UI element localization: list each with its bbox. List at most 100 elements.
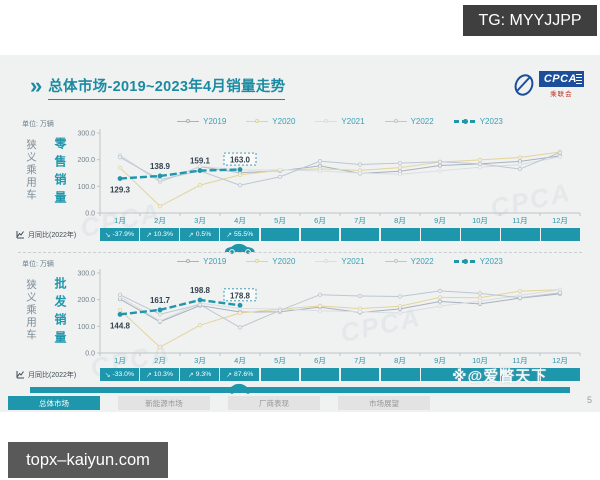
footer-tab-1[interactable]: 总体市场 — [8, 396, 100, 410]
slide-bottom-bar — [30, 387, 570, 393]
legend-label: Y2020 — [272, 256, 296, 266]
yoy-cell-2: ↗ 10.3% — [140, 368, 179, 381]
wholesale-metric-label: 批发销量 — [53, 277, 67, 349]
yoy-cell-7 — [340, 228, 380, 241]
yoy-value: 55.5% — [233, 231, 254, 238]
x-axis-label: 12月 — [552, 356, 568, 365]
car-icon — [225, 243, 255, 255]
yoy-cells: ↘ -37.9% ↗ 10.3% ↗ 0.5% ↗ 55.5% — [100, 228, 580, 241]
x-axis-label: 8月 — [394, 216, 406, 225]
tg-watermark-text: TG: MYYJJPP — [478, 11, 582, 29]
vehicle-category-label: 狭义乘用车 — [25, 139, 37, 202]
yoy-value: -33.0% — [112, 371, 135, 378]
x-axis-label: 11月 — [512, 216, 528, 225]
trend-up-icon: ↗ — [145, 371, 152, 379]
svg-text:161.7: 161.7 — [150, 296, 171, 305]
slide: » 总体市场-2019~2023年4月销量走势 CPCA 乘联会 CPCA CP… — [0, 55, 600, 412]
legend-swatch-icon — [177, 258, 200, 263]
legend-swatch-icon — [384, 258, 407, 263]
yoy-cell-8 — [380, 228, 420, 241]
legend-swatch-icon — [453, 118, 476, 124]
legend-item-y2020: Y2020 — [246, 117, 295, 126]
yoy-cell-12 — [541, 228, 580, 241]
site-watermark-box: topx–kaiyun.com — [8, 442, 168, 478]
yoy-label: 月同比(2022年) — [16, 228, 98, 241]
legend-label: Y2023 — [479, 116, 503, 126]
legend-label: Y2021 — [341, 116, 365, 126]
legend-item-y2021: Y2021 — [315, 256, 365, 266]
yoy-label-text: 月同比(2022年) — [28, 231, 77, 239]
svg-text:163.0: 163.0 — [230, 156, 251, 165]
x-axis-label: 9月 — [434, 356, 446, 365]
x-axis-label: 6月 — [314, 356, 326, 365]
legend-item-y2023: Y2023 — [453, 116, 503, 126]
x-axis-label: 7月 — [354, 356, 366, 365]
x-labels: 1月 2月 3月 4月 5月 6月 7月 8月 9月 10月 11月 12月 — [100, 215, 580, 226]
trend-up-icon: ↗ — [187, 371, 194, 379]
x-axis-label: 12月 — [552, 216, 568, 225]
legend-swatch-icon — [246, 258, 269, 263]
footer-tab-2[interactable]: 新能源市场 — [118, 396, 210, 410]
trend-up-icon: ↗ — [226, 371, 232, 379]
x-axis-label: 5月 — [274, 216, 286, 225]
tg-watermark-box: TG: MYYJJPP — [463, 5, 597, 36]
yoy-cell-3: ↗ 0.5% — [180, 228, 219, 241]
legend-label: Y2019 — [203, 256, 227, 266]
legend-label: Y2019 — [203, 116, 227, 126]
footer-tab-3[interactable]: 厂商表现 — [228, 396, 320, 410]
x-axis-label: 7月 — [354, 216, 366, 225]
x-axis-label: 9月 — [434, 216, 446, 225]
x-axis-label: 5月 — [274, 356, 286, 365]
double-chevron-icon: » — [30, 73, 43, 98]
x-axis-label: 4月 — [234, 356, 246, 365]
legend-item-y2023: Y2023 — [453, 257, 503, 266]
yoy-cell-9 — [421, 368, 460, 381]
legend-swatch-icon — [384, 118, 407, 123]
x-axis-label: 4月 — [234, 216, 246, 225]
yoy-cell-7 — [340, 368, 380, 381]
yoy-cell-1: ↘ -37.9% — [100, 228, 139, 241]
yoy-cells: ↘ -33.0% ↗ 10.3% ↗ 9.3% ↗ 87.6% — [100, 368, 580, 381]
yoy-cell-12 — [541, 368, 580, 381]
trend-up-icon: ↗ — [187, 231, 194, 239]
legend: Y2019 Y2020 Y2021 Y2022 Y2023 — [100, 115, 580, 127]
x-axis-label: 8月 — [394, 356, 406, 365]
x-axis-label: 2月 — [154, 216, 166, 225]
legend-item-y2021: Y2021 — [315, 116, 365, 126]
x-axis-label: 3月 — [194, 216, 206, 225]
yoy-cell-5 — [260, 228, 300, 241]
wholesale-chart-section: 单位: 万辆 狭义乘用车 批发销量 Y2019 Y2020 Y2021 Y2022 Y2… — [0, 255, 600, 405]
yoy-cell-6 — [300, 368, 340, 381]
svg-text:100.0: 100.0 — [77, 184, 95, 191]
svg-text:0.0: 0.0 — [85, 351, 95, 358]
yoy-cell-10 — [461, 368, 500, 381]
trend-down-icon: ↘ — [104, 231, 111, 239]
svg-text:200.0: 200.0 — [77, 297, 95, 304]
section-divider — [18, 252, 582, 253]
site-watermark-text: topx–kaiyun.com — [26, 450, 150, 469]
x-axis-label: 10月 — [472, 356, 488, 365]
yoy-value: 87.6% — [233, 371, 254, 378]
legend: Y2019 Y2020 Y2021 Y2022 Y2023 — [100, 255, 580, 267]
svg-text:300.0: 300.0 — [77, 271, 95, 278]
yoy-cell-10 — [461, 228, 500, 241]
x-axis-label: 6月 — [314, 216, 326, 225]
yoy-cell-3: ↗ 9.3% — [180, 368, 219, 381]
legend-label: Y2021 — [341, 256, 365, 266]
slide-header: » 总体市场-2019~2023年4月销量走势 — [30, 73, 286, 100]
legend-label: Y2020 — [272, 116, 296, 126]
svg-text:200.0: 200.0 — [77, 157, 95, 164]
legend-item-y2019: Y2019 — [177, 117, 226, 126]
legend-swatch-icon — [453, 258, 476, 264]
retail-metric-label: 零售销量 — [53, 137, 67, 209]
footer-tab-4[interactable]: 市场展望 — [338, 396, 430, 410]
svg-text:100.0: 100.0 — [77, 324, 95, 331]
trend-down-icon: ↘ — [104, 371, 111, 379]
yoy-cell-6 — [300, 228, 340, 241]
wholesale-line-chart: 300.0 200.0 100.0 0.0 144.8 161.7 198.8 178.8 — [77, 269, 581, 358]
svg-text:198.8: 198.8 — [190, 286, 211, 295]
svg-text:0.0: 0.0 — [85, 211, 95, 218]
trend-chart-icon — [16, 371, 24, 379]
x-axis-label: 1月 — [114, 216, 126, 225]
yoy-value: 10.3% — [153, 231, 174, 238]
